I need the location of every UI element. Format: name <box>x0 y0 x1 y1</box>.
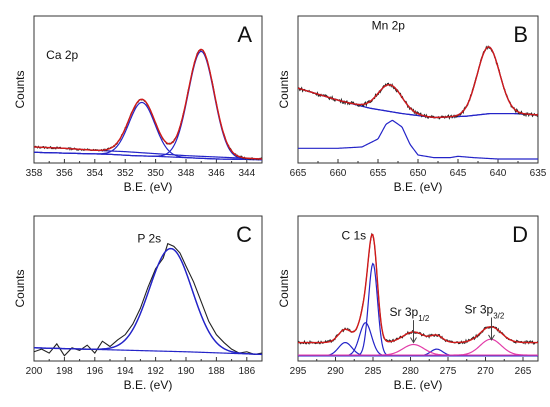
x-axis-title: B.E. (eV) <box>124 378 173 392</box>
peak-annotation: Ca 2p <box>46 48 78 62</box>
x-tick-label: 358 <box>26 168 43 179</box>
x-tick-label: 196 <box>86 366 103 377</box>
experimental-data <box>298 232 538 345</box>
plot-frame <box>297 215 539 362</box>
x-tick-label: 270 <box>477 366 494 377</box>
panel-letter: C <box>236 222 252 247</box>
x-tick-label: 348 <box>178 168 195 179</box>
x-tick-label: 354 <box>86 168 103 179</box>
component-curve <box>298 119 538 160</box>
x-tick-label: 295 <box>290 366 307 377</box>
x-axis-title: B.E. (eV) <box>124 180 173 194</box>
x-tick-label: 194 <box>117 366 134 377</box>
fit-envelope <box>34 48 262 160</box>
component-peak <box>298 338 538 356</box>
x-tick-label: 200 <box>26 366 43 377</box>
fit-envelope <box>298 46 538 119</box>
x-tick-label: 640 <box>490 168 507 179</box>
plot-frame <box>297 15 539 164</box>
x-tick-label: 356 <box>56 168 73 179</box>
x-tick-label: 275 <box>440 366 457 377</box>
x-tick-label: 290 <box>327 366 344 377</box>
x-tick-label: 188 <box>208 366 225 377</box>
x-tick-label: 665 <box>290 168 307 179</box>
y-axis-title: Counts <box>13 70 27 108</box>
experimental-data <box>34 242 262 357</box>
x-tick-label: 650 <box>410 168 427 179</box>
x-tick-label: 280 <box>402 366 419 377</box>
x-tick-label: 190 <box>178 366 195 377</box>
panel-c: 200 198 196 194 192 190 188 186 B.E. (eV) Counts C… <box>13 215 263 392</box>
panel-b: 665 660 655 650 645 640 635 B.E. (eV) Counts B Mn … <box>277 15 547 194</box>
x-axis-title: B.E. (eV) <box>394 180 443 194</box>
panel-a: 358 356 354 352 350 348 346 344 B.E. (eV) Counts A… <box>13 15 263 194</box>
panel-letter: D <box>512 222 528 247</box>
component-peak <box>298 348 538 357</box>
x-tick-label: 285 <box>365 366 382 377</box>
fit-envelope <box>298 233 538 344</box>
x-tick-label: 265 <box>515 366 532 377</box>
x-tick-label: 350 <box>147 168 164 179</box>
panel-letter: A <box>237 22 252 47</box>
plot-frame <box>33 215 263 362</box>
y-axis-title: Counts <box>277 269 291 307</box>
x-tick-label: 186 <box>238 366 255 377</box>
fit-envelope <box>34 247 262 356</box>
x-tick-label: 198 <box>56 366 73 377</box>
x-tick-label: 635 <box>530 168 547 179</box>
annotation-arrowhead <box>410 337 417 344</box>
peak-annotation: C 1s <box>342 229 367 243</box>
x-tick-label: 352 <box>117 168 134 179</box>
peak-annotation: Sr 3p3/2 <box>465 303 505 321</box>
panel-d: 295 290 285 280 275 270 265 B.E. (eV) Counts D C 1… <box>277 215 539 392</box>
panel-letter: B <box>513 22 528 47</box>
x-tick-label: 192 <box>147 366 164 377</box>
y-axis-title: Counts <box>13 269 27 307</box>
component-peak <box>298 341 538 357</box>
component-peak <box>34 247 262 355</box>
x-axis-title: B.E. (eV) <box>394 378 443 392</box>
plot-frame <box>33 15 263 164</box>
x-tick-label: 344 <box>238 168 255 179</box>
annotation-arrowhead <box>488 334 495 341</box>
x-tick-label: 645 <box>450 168 467 179</box>
peak-annotation: P 2s <box>137 231 161 245</box>
y-axis-title: Counts <box>277 70 291 108</box>
peak-annotation: Sr 3p1/2 <box>390 305 430 323</box>
x-tick-label: 660 <box>330 168 347 179</box>
peak-annotation: Mn 2p <box>372 18 406 32</box>
x-tick-label: 655 <box>370 168 387 179</box>
x-tick-label: 346 <box>208 168 225 179</box>
component-peak <box>34 101 262 161</box>
